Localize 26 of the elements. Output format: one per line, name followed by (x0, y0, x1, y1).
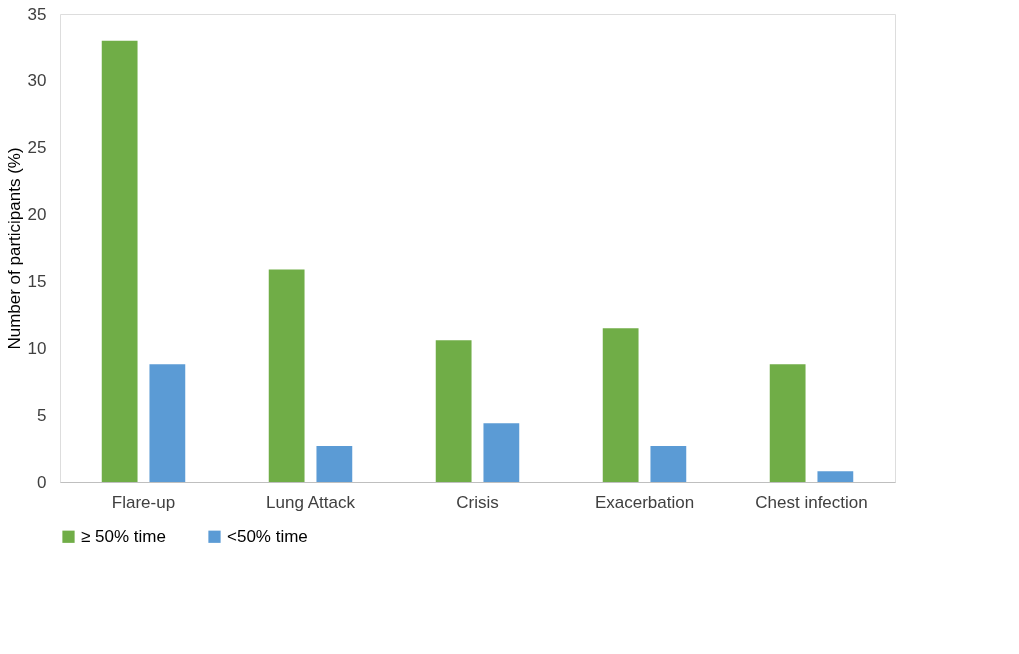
y-tick-label: 10 (27, 338, 47, 358)
bar (316, 445, 353, 482)
x-tick-label: Lung Attack (266, 492, 356, 512)
bar (602, 328, 639, 482)
legend-label: <50% time (227, 526, 308, 546)
y-tick-label: 30 (27, 71, 47, 91)
bar (483, 423, 520, 482)
legend-label: ≥ 50% time (81, 526, 166, 546)
y-axis-title: Number of participants (%) (4, 147, 24, 350)
bar (149, 364, 186, 482)
y-tick-label: 15 (27, 271, 47, 291)
bar (268, 269, 305, 482)
bar (769, 364, 806, 482)
y-tick-label: 5 (37, 405, 47, 425)
y-tick-label: 20 (27, 205, 47, 225)
x-tick-label: Flare-up (111, 492, 176, 512)
x-tick-label: Crisis (456, 492, 499, 512)
x-tick-label: Chest infection (755, 492, 868, 512)
bar (435, 340, 472, 482)
y-tick-label: 35 (27, 4, 47, 24)
y-tick-label: 0 (37, 472, 47, 492)
bar (817, 471, 854, 482)
bar (650, 445, 687, 482)
bar (101, 40, 138, 482)
y-tick-label: 25 (27, 138, 47, 158)
x-tick-label: Exacerbation (594, 492, 695, 512)
